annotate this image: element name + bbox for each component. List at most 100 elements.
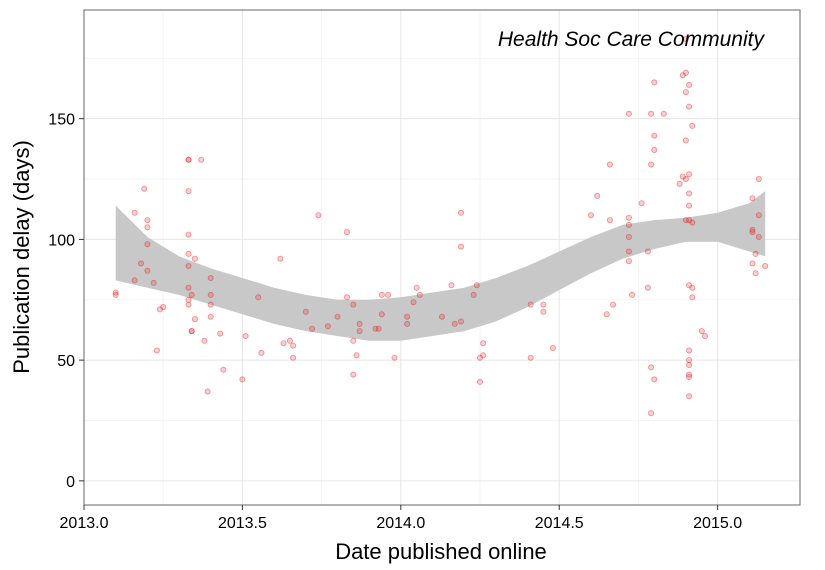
data-point xyxy=(679,173,686,180)
data-point xyxy=(188,328,195,335)
data-point xyxy=(749,226,756,233)
data-point xyxy=(207,291,214,298)
data-point xyxy=(324,323,331,330)
data-point xyxy=(217,330,224,337)
data-point xyxy=(416,291,423,298)
data-point xyxy=(290,342,297,349)
data-point xyxy=(749,260,756,267)
x-axis-ticks: 2013.0 2013.5 2014.0 2014.5 2015.0 xyxy=(60,505,742,532)
data-point xyxy=(290,354,297,361)
y-tick-label: 50 xyxy=(57,353,75,370)
data-point xyxy=(188,291,195,298)
data-point xyxy=(686,190,693,197)
data-point xyxy=(644,284,651,291)
data-point xyxy=(625,258,632,265)
data-point xyxy=(629,291,636,298)
data-point xyxy=(648,410,655,417)
data-point xyxy=(480,340,487,347)
data-point xyxy=(651,132,658,139)
data-point xyxy=(470,291,477,298)
data-point xyxy=(255,294,262,301)
data-point xyxy=(686,361,693,368)
data-point xyxy=(375,325,382,332)
data-point xyxy=(686,81,693,88)
data-point xyxy=(404,313,411,320)
data-point xyxy=(527,354,534,361)
data-point xyxy=(686,371,693,378)
data-point xyxy=(686,282,693,289)
data-point xyxy=(410,299,417,306)
data-point xyxy=(204,388,211,395)
data-point xyxy=(549,344,556,351)
data-point xyxy=(686,103,693,110)
data-point xyxy=(160,303,167,310)
data-point xyxy=(112,291,119,298)
data-point xyxy=(686,171,693,178)
data-point xyxy=(644,248,651,255)
data-point xyxy=(334,313,341,320)
data-point xyxy=(689,122,696,129)
data-point xyxy=(651,146,658,153)
data-point xyxy=(207,301,214,308)
data-point xyxy=(682,217,689,224)
data-point xyxy=(185,156,192,163)
data-point xyxy=(356,328,363,335)
data-point xyxy=(353,352,360,359)
data-point xyxy=(286,337,293,344)
data-point xyxy=(185,262,192,269)
data-point xyxy=(413,284,420,291)
data-point xyxy=(480,352,487,359)
data-point xyxy=(153,347,160,354)
data-point xyxy=(698,328,705,335)
data-point xyxy=(625,233,632,240)
panel-title: Health Soc Care Community xyxy=(498,28,766,51)
data-point xyxy=(648,161,655,168)
data-point xyxy=(476,378,483,385)
data-point xyxy=(625,248,632,255)
data-point xyxy=(638,200,645,207)
data-point xyxy=(131,209,138,216)
data-point xyxy=(457,209,464,216)
data-point xyxy=(752,270,759,277)
data-point xyxy=(625,221,632,228)
data-point xyxy=(185,188,192,195)
data-point xyxy=(141,185,148,192)
data-point xyxy=(686,202,693,209)
data-point xyxy=(185,284,192,291)
data-point xyxy=(606,217,613,224)
y-tick-label: 100 xyxy=(48,232,75,249)
data-point xyxy=(144,241,151,248)
data-point xyxy=(343,294,350,301)
y-tick-label: 150 xyxy=(48,112,75,129)
data-point xyxy=(144,217,151,224)
y-axis-ticks: 0 50 100 150 xyxy=(48,112,84,491)
data-point xyxy=(686,373,693,380)
data-point xyxy=(660,110,667,117)
data-point xyxy=(185,296,192,303)
data-point xyxy=(185,250,192,257)
data-point xyxy=(749,195,756,202)
data-point xyxy=(610,301,617,308)
x-tick-label: 2014.0 xyxy=(376,515,425,532)
data-point xyxy=(356,320,363,327)
data-point xyxy=(378,311,385,318)
data-point xyxy=(220,366,227,373)
data-point xyxy=(762,262,769,269)
data-point xyxy=(201,337,208,344)
data-point xyxy=(527,301,534,308)
data-point xyxy=(594,192,601,199)
data-point xyxy=(755,233,762,240)
data-point xyxy=(404,320,411,327)
data-point xyxy=(350,301,357,308)
data-point xyxy=(651,79,658,86)
plot-panel xyxy=(84,10,800,505)
data-point xyxy=(378,291,385,298)
data-point xyxy=(755,175,762,182)
data-point xyxy=(651,376,658,383)
data-point xyxy=(682,36,689,43)
data-point xyxy=(540,301,547,308)
y-axis-title: Publication delay (days) xyxy=(9,140,34,374)
data-point xyxy=(188,328,195,335)
data-point xyxy=(679,72,686,79)
data-point xyxy=(625,214,632,221)
